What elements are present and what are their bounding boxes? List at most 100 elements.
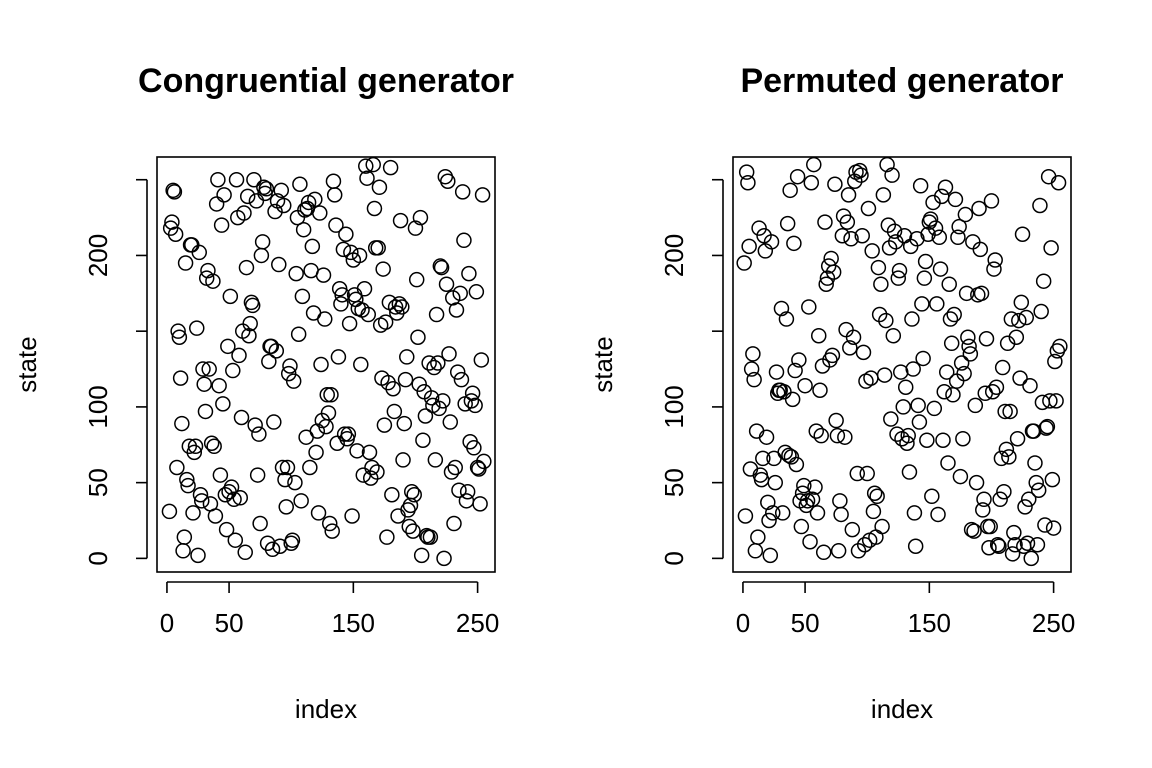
data-point — [813, 427, 829, 444]
data-point — [1019, 535, 1036, 551]
data-point — [268, 343, 285, 359]
data-point — [319, 387, 335, 403]
data-point — [187, 438, 204, 455]
x-tick-label: 250 — [456, 608, 499, 638]
data-point — [1042, 393, 1058, 409]
data-point — [869, 488, 885, 505]
data-point — [741, 238, 757, 255]
data-point — [870, 259, 887, 276]
data-point — [288, 265, 304, 282]
data-point — [387, 299, 404, 315]
data-point — [372, 317, 389, 333]
data-point — [804, 491, 821, 508]
data-point — [242, 315, 258, 332]
data-point — [190, 547, 206, 564]
data-point — [274, 459, 291, 476]
data-point — [377, 314, 394, 330]
data-point — [253, 247, 270, 264]
data-point — [280, 365, 297, 382]
data-point — [277, 471, 293, 488]
data-point — [740, 174, 756, 191]
data-point — [930, 506, 946, 523]
data-point — [900, 427, 916, 444]
data-point — [978, 331, 995, 347]
data-point — [1022, 377, 1038, 394]
data-point — [842, 340, 858, 356]
data-point — [238, 259, 255, 276]
data-point — [742, 461, 759, 477]
x-tick-label: 0 — [736, 608, 750, 638]
data-point — [220, 338, 236, 355]
data-point — [874, 518, 890, 535]
data-point — [1038, 420, 1054, 436]
data-point — [167, 226, 184, 242]
data-point — [207, 508, 224, 524]
x-axis-label: index — [295, 694, 357, 724]
data-point — [360, 306, 376, 323]
data-point — [222, 288, 239, 305]
data-point — [263, 338, 280, 355]
data-point — [211, 377, 227, 394]
data-point — [399, 349, 415, 365]
data-point — [435, 393, 451, 409]
data-point — [261, 353, 277, 370]
data-point — [276, 197, 292, 214]
data-point — [914, 296, 930, 312]
data-point — [802, 533, 818, 550]
data-point — [768, 364, 785, 380]
data-point — [476, 453, 492, 470]
data-point — [941, 276, 957, 292]
data-point — [227, 532, 244, 548]
data-point — [251, 426, 267, 442]
data-point — [873, 276, 889, 292]
data-point — [942, 311, 959, 327]
data-point — [417, 408, 434, 424]
data-point — [171, 329, 188, 345]
data-point — [279, 459, 296, 476]
data-point — [421, 355, 437, 371]
data-point — [784, 391, 801, 408]
data-point — [953, 355, 970, 371]
data-point — [830, 543, 847, 559]
data-point — [471, 461, 487, 477]
data-point — [464, 385, 481, 402]
data-point — [956, 365, 972, 382]
data-point — [361, 444, 378, 461]
data-point — [1052, 338, 1068, 355]
data-point — [750, 529, 766, 545]
data-point — [815, 544, 832, 561]
data-point — [408, 271, 425, 288]
data-point — [191, 244, 207, 261]
data-point — [239, 188, 256, 205]
data-point — [427, 452, 444, 468]
data-point — [174, 415, 190, 432]
data-point — [910, 397, 926, 414]
data-point — [743, 361, 760, 377]
data-point — [762, 547, 779, 564]
plot-frame — [732, 156, 1072, 573]
data-point — [807, 479, 823, 495]
data-point — [1025, 423, 1042, 439]
data-point — [961, 338, 977, 355]
data-point — [165, 182, 181, 199]
data-point — [1032, 197, 1048, 214]
data-point — [919, 432, 935, 448]
data-point — [1024, 423, 1041, 439]
data-point — [965, 234, 981, 250]
data-point — [988, 379, 1005, 395]
data-point — [333, 296, 349, 312]
data-point — [449, 364, 466, 380]
data-point — [379, 529, 395, 545]
data-point — [972, 241, 989, 258]
data-point — [302, 459, 318, 476]
data-point — [983, 193, 1000, 209]
data-point — [1002, 403, 1018, 420]
data-point — [922, 211, 939, 227]
data-point — [890, 270, 907, 286]
data-point — [353, 356, 369, 373]
data-point — [210, 171, 226, 188]
data-point — [991, 538, 1007, 555]
data-point — [1050, 174, 1067, 191]
data-point — [967, 397, 984, 414]
data-point — [338, 226, 354, 242]
